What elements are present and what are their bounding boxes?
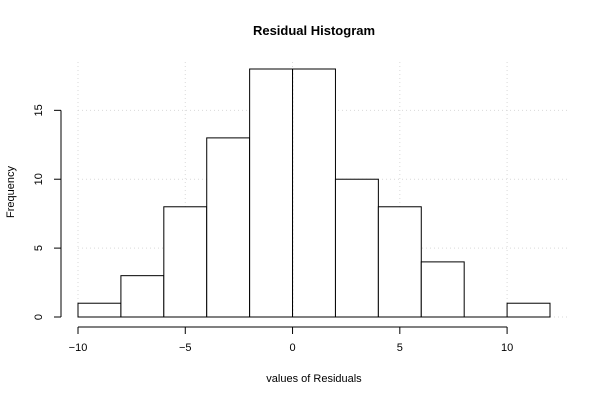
x-tick-label-0: −10 xyxy=(69,342,88,354)
histogram-bar-4 xyxy=(249,68,294,318)
x-tick-label-2: 0 xyxy=(289,342,295,354)
chart-title: Residual Histogram xyxy=(253,23,375,38)
x-axis: −10 −5 0 5 10 xyxy=(69,326,513,354)
bar-layer xyxy=(77,68,551,318)
y-tick-label-3: 15 xyxy=(33,104,45,116)
y-tick-label-1: 5 xyxy=(33,245,45,251)
y-axis: 0 5 10 15 xyxy=(33,104,62,320)
x-axis-title: values of Residuals xyxy=(266,373,362,385)
y-axis-title: Frequency xyxy=(5,166,17,218)
histogram-bar-8 xyxy=(420,261,465,318)
x-tick-label-1: −5 xyxy=(179,342,192,354)
histogram-bar-10 xyxy=(506,302,551,318)
histogram-bar-6 xyxy=(334,178,379,318)
histogram-bar-3 xyxy=(206,137,251,318)
histogram-bar-2 xyxy=(163,206,208,318)
histogram-bar-5 xyxy=(292,68,336,318)
y-tick-label-2: 10 xyxy=(33,173,45,185)
x-tick-label-4: 10 xyxy=(501,342,513,354)
x-tick-label-3: 5 xyxy=(397,342,403,354)
y-tick-label-0: 0 xyxy=(33,314,45,320)
histogram-bar-7 xyxy=(377,206,422,318)
histogram-bar-0 xyxy=(77,302,122,318)
histogram-bar-1 xyxy=(120,275,165,318)
